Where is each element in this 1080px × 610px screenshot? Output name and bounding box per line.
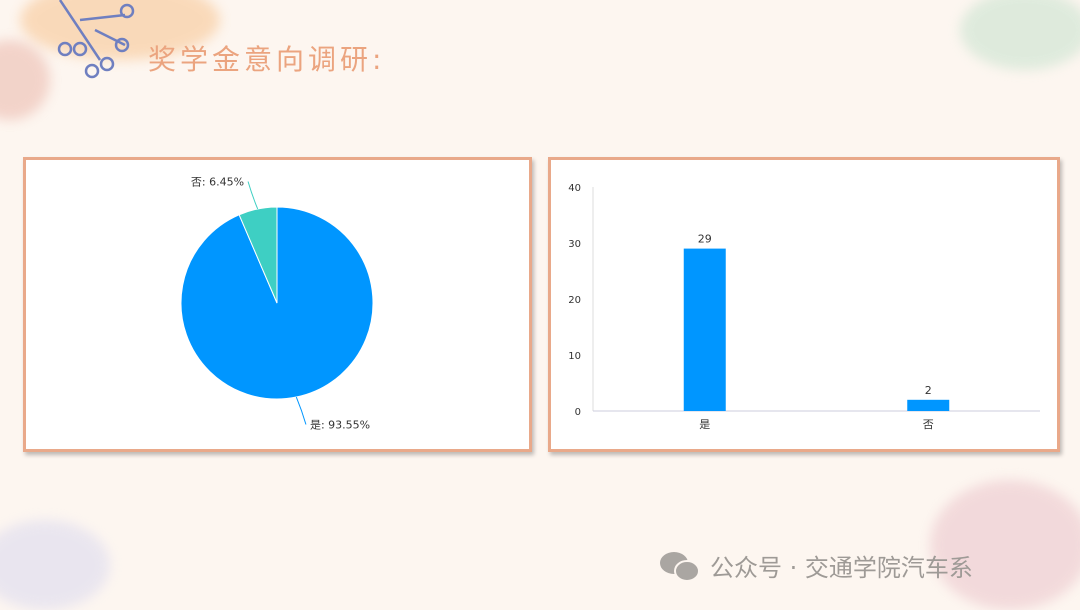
footer: 公众号 · 交通学院汽车系: [658, 548, 973, 583]
y-tick-label: 30: [568, 239, 581, 250]
y-tick-label: 20: [568, 295, 581, 306]
decor-pink-br: [930, 480, 1080, 610]
pie-chart: 是: 93.55% 否: 6.45%: [180, 176, 374, 431]
x-tick-label: 是: [699, 418, 710, 431]
y-tick-label: 10: [568, 351, 581, 362]
x-tick-label: 否: [923, 418, 934, 431]
pie-slice-1: [238, 206, 278, 304]
decor-pink: [0, 40, 50, 120]
bar-0: [683, 248, 726, 411]
bar-data-label: 2: [925, 384, 932, 397]
pie-leader-1: [247, 181, 259, 210]
pie-leader-0: [295, 396, 307, 425]
berries-icon: [57, 0, 135, 79]
wechat-icon: [660, 551, 700, 582]
decor-lilac-bl: [0, 520, 110, 610]
page-title: 奖学金意向调研:: [148, 43, 386, 76]
pie-label-0: 是: 93.55%: [310, 418, 370, 431]
bar-chart-panel: 0 10 20 30 40 29 是 2 否: [548, 157, 1060, 452]
footer-text: 公众号 · 交通学院汽车系: [710, 554, 973, 582]
y-tick-label: 40: [568, 183, 581, 194]
bar-data-label: 29: [698, 233, 712, 246]
y-tick-label: 0: [575, 407, 581, 418]
decor-green: [960, 0, 1080, 70]
bar-1: [907, 399, 950, 411]
bar-chart: 0 10 20 30 40 29 是 2 否: [568, 183, 1040, 431]
pie-label-1: 否: 6.45%: [191, 176, 244, 189]
pie-chart-panel: 是: 93.55% 否: 6.45%: [23, 157, 532, 452]
